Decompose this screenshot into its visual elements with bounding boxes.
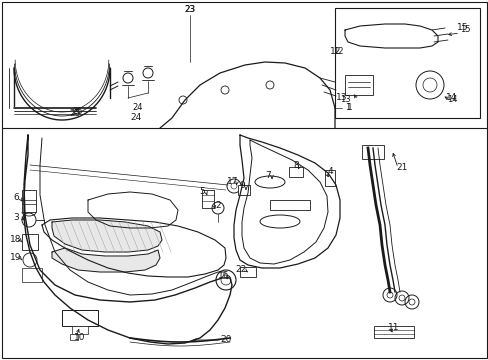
Bar — [325, 170, 334, 186]
Text: 1: 1 — [346, 104, 352, 112]
Text: 16: 16 — [218, 271, 229, 280]
Text: 18: 18 — [10, 235, 21, 244]
Bar — [361, 145, 383, 159]
Text: 14: 14 — [446, 95, 456, 104]
Text: 10: 10 — [74, 333, 85, 342]
Text: 9: 9 — [239, 181, 244, 190]
Bar — [288, 167, 303, 177]
Text: 6: 6 — [13, 194, 19, 202]
Bar — [345, 75, 372, 95]
Text: 12: 12 — [329, 48, 341, 57]
Text: 21: 21 — [395, 163, 407, 172]
Text: 15: 15 — [456, 23, 468, 32]
Text: 25: 25 — [73, 108, 83, 117]
Text: 3: 3 — [13, 213, 19, 222]
Bar — [238, 185, 249, 195]
Bar — [22, 268, 42, 282]
Text: 2: 2 — [215, 201, 221, 210]
Text: 24: 24 — [132, 104, 143, 112]
Text: 7: 7 — [264, 171, 270, 180]
Polygon shape — [52, 248, 160, 272]
Text: 12: 12 — [332, 48, 343, 57]
Bar — [202, 190, 214, 208]
Text: 13: 13 — [336, 94, 347, 103]
Text: 24: 24 — [130, 113, 142, 122]
Bar — [62, 310, 98, 326]
Text: 25: 25 — [69, 109, 81, 118]
Polygon shape — [52, 220, 162, 252]
Bar — [269, 200, 309, 210]
Text: 14: 14 — [446, 94, 457, 103]
Text: 5: 5 — [199, 188, 204, 197]
Bar — [22, 234, 38, 250]
Text: 22: 22 — [235, 266, 246, 274]
Text: 23: 23 — [184, 5, 195, 14]
Text: 19: 19 — [10, 253, 21, 262]
Text: 4: 4 — [326, 167, 332, 176]
Text: 1: 1 — [345, 104, 350, 112]
Text: 17: 17 — [227, 177, 238, 186]
Bar — [373, 326, 413, 338]
Text: 11: 11 — [387, 324, 399, 333]
Text: 15: 15 — [459, 26, 469, 35]
Bar — [70, 334, 78, 340]
Bar — [72, 326, 88, 334]
Text: 23: 23 — [184, 5, 195, 14]
Bar — [22, 190, 36, 212]
Bar — [334, 8, 479, 118]
Text: 20: 20 — [220, 336, 231, 345]
Text: 8: 8 — [292, 161, 298, 170]
Text: 13: 13 — [339, 95, 349, 104]
Bar — [240, 267, 256, 277]
